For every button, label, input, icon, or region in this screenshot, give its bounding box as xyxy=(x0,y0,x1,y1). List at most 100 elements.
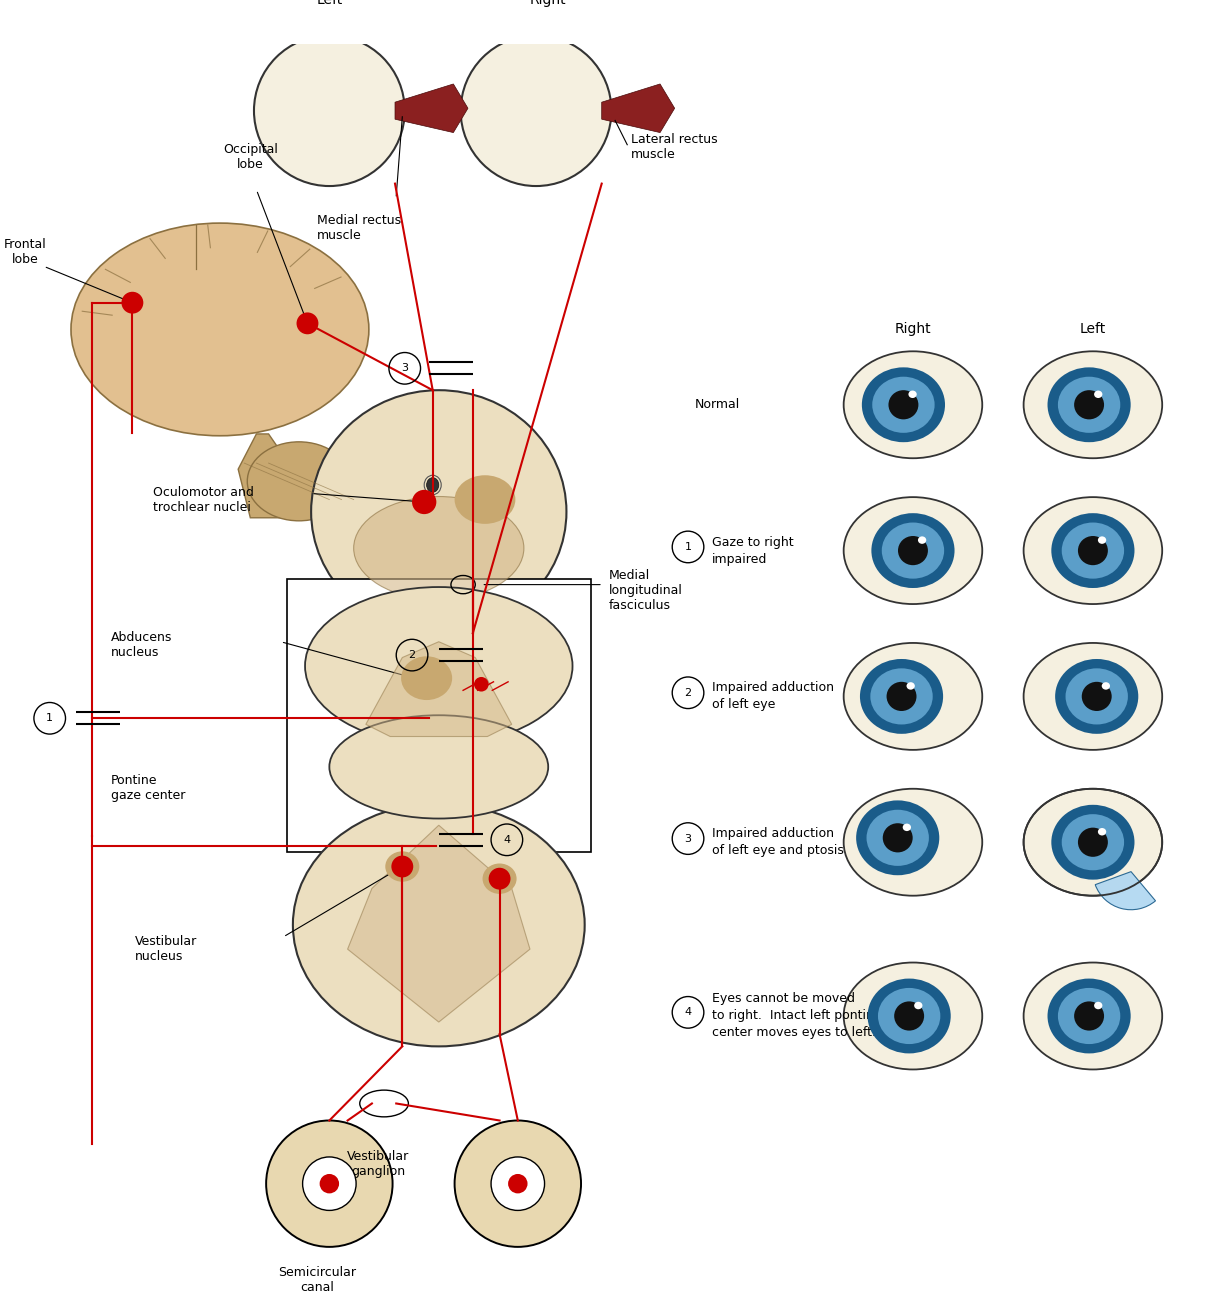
Circle shape xyxy=(489,868,510,890)
Ellipse shape xyxy=(1024,789,1162,896)
Ellipse shape xyxy=(1077,828,1108,857)
Text: 4: 4 xyxy=(685,1007,691,1018)
Ellipse shape xyxy=(1048,979,1131,1054)
Ellipse shape xyxy=(1052,804,1135,879)
Ellipse shape xyxy=(247,442,351,521)
FancyBboxPatch shape xyxy=(287,578,591,852)
Ellipse shape xyxy=(1098,537,1107,544)
Text: Medial
longitudinal
fasciculus: Medial longitudinal fasciculus xyxy=(609,569,682,612)
Circle shape xyxy=(254,35,405,186)
Ellipse shape xyxy=(1102,683,1110,689)
Ellipse shape xyxy=(1074,390,1104,419)
Ellipse shape xyxy=(1062,815,1124,870)
Text: 4: 4 xyxy=(504,835,510,844)
Text: Left: Left xyxy=(1080,322,1106,335)
Text: Abducens
nucleus: Abducens nucleus xyxy=(110,631,172,659)
Ellipse shape xyxy=(872,376,934,433)
Text: Vestibular
ganglion: Vestibular ganglion xyxy=(347,1149,410,1178)
Circle shape xyxy=(302,1157,356,1210)
Ellipse shape xyxy=(844,352,982,458)
Ellipse shape xyxy=(906,683,915,689)
Ellipse shape xyxy=(292,803,585,1046)
Ellipse shape xyxy=(483,864,516,893)
Ellipse shape xyxy=(898,537,928,565)
Ellipse shape xyxy=(909,390,917,398)
Ellipse shape xyxy=(871,513,954,588)
Ellipse shape xyxy=(862,367,945,442)
Polygon shape xyxy=(238,434,292,517)
Ellipse shape xyxy=(427,477,439,493)
Ellipse shape xyxy=(918,537,926,544)
Ellipse shape xyxy=(894,1001,925,1031)
Circle shape xyxy=(296,313,318,335)
Text: Right: Right xyxy=(530,0,566,8)
Text: 1: 1 xyxy=(46,714,54,723)
Ellipse shape xyxy=(882,522,944,579)
Ellipse shape xyxy=(871,668,933,724)
Ellipse shape xyxy=(860,659,943,734)
Ellipse shape xyxy=(887,681,916,711)
Text: Medial rectus
muscle: Medial rectus muscle xyxy=(317,213,401,242)
Ellipse shape xyxy=(867,809,929,866)
Circle shape xyxy=(121,292,143,314)
Ellipse shape xyxy=(1082,681,1112,711)
Ellipse shape xyxy=(914,1002,922,1010)
Ellipse shape xyxy=(385,851,419,882)
Circle shape xyxy=(461,35,612,186)
Ellipse shape xyxy=(1095,390,1102,398)
Ellipse shape xyxy=(1098,828,1107,835)
Ellipse shape xyxy=(455,476,515,524)
Polygon shape xyxy=(347,825,530,1021)
Ellipse shape xyxy=(1055,659,1139,734)
Text: Oculomotor and
trochlear nuclei: Oculomotor and trochlear nuclei xyxy=(153,486,254,513)
Text: Pontine
gaze center: Pontine gaze center xyxy=(110,773,185,802)
Ellipse shape xyxy=(311,390,566,634)
Ellipse shape xyxy=(1052,513,1135,588)
Circle shape xyxy=(455,1121,581,1246)
Ellipse shape xyxy=(401,657,453,700)
Text: Eyes cannot be moved
to right.  Intact left pontine
center moves eyes to left.: Eyes cannot be moved to right. Intact le… xyxy=(712,993,882,1040)
Text: Lateral rectus
muscle: Lateral rectus muscle xyxy=(631,133,718,162)
Text: Vestibular
nucleus: Vestibular nucleus xyxy=(135,935,197,963)
Text: 1: 1 xyxy=(685,542,691,552)
Ellipse shape xyxy=(1024,352,1162,458)
Text: Occipital
lobe: Occipital lobe xyxy=(223,144,278,172)
Polygon shape xyxy=(602,84,675,133)
Ellipse shape xyxy=(844,643,982,750)
Ellipse shape xyxy=(867,979,950,1054)
Text: 2: 2 xyxy=(408,650,416,661)
Ellipse shape xyxy=(1058,988,1120,1043)
Ellipse shape xyxy=(1024,497,1162,604)
Text: Right: Right xyxy=(895,322,931,335)
Text: Frontal
lobe: Frontal lobe xyxy=(4,238,46,266)
Ellipse shape xyxy=(1065,668,1128,724)
Text: 3: 3 xyxy=(401,363,408,374)
Ellipse shape xyxy=(856,800,939,875)
Text: Impaired adduction
of left eye: Impaired adduction of left eye xyxy=(712,681,834,711)
Ellipse shape xyxy=(1024,962,1162,1069)
Text: Impaired adduction
of left eye and ptosis: Impaired adduction of left eye and ptosi… xyxy=(712,828,844,857)
Text: Left: Left xyxy=(317,0,342,8)
Ellipse shape xyxy=(329,715,548,818)
Ellipse shape xyxy=(1048,367,1131,442)
Ellipse shape xyxy=(888,390,918,419)
Text: 3: 3 xyxy=(685,834,691,843)
Text: 2: 2 xyxy=(685,688,691,698)
Wedge shape xyxy=(1096,871,1156,910)
Ellipse shape xyxy=(1062,522,1124,579)
Ellipse shape xyxy=(883,824,912,852)
Ellipse shape xyxy=(878,988,940,1043)
Ellipse shape xyxy=(844,789,982,896)
Text: Semicircular
canal: Semicircular canal xyxy=(278,1266,356,1293)
Text: Normal: Normal xyxy=(695,398,740,411)
Ellipse shape xyxy=(1077,537,1108,565)
Ellipse shape xyxy=(305,587,572,745)
Ellipse shape xyxy=(1024,643,1162,750)
Circle shape xyxy=(391,856,413,878)
Ellipse shape xyxy=(71,224,369,436)
Circle shape xyxy=(267,1121,393,1246)
Ellipse shape xyxy=(844,962,982,1069)
Ellipse shape xyxy=(903,824,911,831)
Ellipse shape xyxy=(1095,1002,1102,1010)
Ellipse shape xyxy=(844,497,982,604)
